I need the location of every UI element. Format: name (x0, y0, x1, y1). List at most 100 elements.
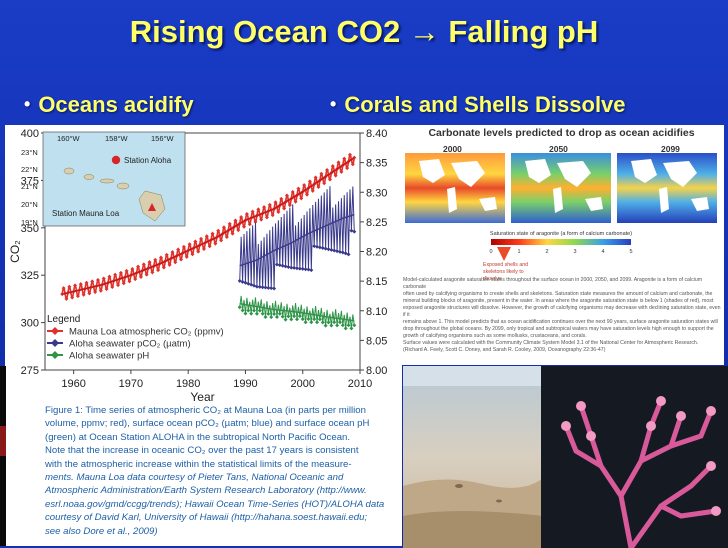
data-point (101, 276, 106, 281)
data-point (335, 323, 340, 328)
y2-tick-label: 8.05 (366, 335, 387, 347)
data-point (244, 211, 249, 216)
data-point (246, 308, 251, 313)
map-lat-label: 22°N (21, 165, 38, 174)
data-point (277, 263, 282, 268)
data-point (90, 279, 95, 284)
data-point (64, 296, 69, 301)
legend-label: Mauna Loa atmospheric CO₂ (ppmv) (69, 327, 224, 338)
data-point (130, 266, 135, 271)
y2-tick-label: 8.30 (366, 187, 387, 199)
y-tick-label: 350 (21, 223, 39, 235)
data-point (317, 317, 322, 322)
data-point (350, 162, 355, 167)
y2-tick-label: 8.35 (366, 158, 387, 170)
data-point (190, 252, 195, 257)
data-point (121, 281, 126, 286)
data-point (305, 192, 310, 197)
map-lon-label: 158°W (105, 134, 129, 143)
data-point (333, 173, 338, 178)
data-point (78, 282, 83, 287)
data-point (307, 179, 312, 184)
data-point (286, 314, 291, 319)
caption-line: (green) at Ocean Station ALOHA in the su… (45, 431, 351, 443)
series-2 (237, 295, 357, 331)
data-point (250, 209, 255, 214)
data-point (290, 190, 295, 195)
colorbar-tick: 4 (601, 249, 604, 255)
data-point (170, 250, 175, 255)
data-point (323, 323, 328, 328)
map-lat-label: 19°N (21, 218, 38, 227)
y-tick-label: 325 (21, 270, 39, 282)
map-year-label: 2099 (661, 144, 680, 154)
data-point (216, 228, 221, 233)
data-point (81, 292, 86, 297)
bullet-dot-icon: • (24, 94, 31, 114)
dissolved-shells-photo (403, 366, 543, 548)
data-point (213, 241, 218, 246)
station-aloha-label: Station Aloha (124, 156, 172, 165)
map-lat-label: 23°N (21, 148, 38, 157)
bullet-oceans-acidify: • Oceans acidify (24, 92, 194, 118)
data-point (326, 320, 331, 325)
data-point (257, 284, 262, 289)
data-point (207, 244, 212, 249)
data-point (156, 268, 161, 273)
data-point (306, 267, 311, 272)
y2-tick-label: 8.00 (366, 365, 387, 377)
x-tick-label: 1970 (119, 378, 143, 390)
legend-item-aloha-pco2: Aloha seawater pCO₂ (µatm) (47, 339, 191, 350)
station-mauna-loa-marker-icon (148, 203, 156, 211)
data-point (352, 229, 357, 234)
data-point (346, 323, 351, 328)
data-point (173, 260, 178, 265)
data-point (257, 308, 262, 313)
data-point (239, 215, 244, 220)
caption-line: esrl.noaa.gov/gmd/ccgg/trends); Hawaii O… (45, 498, 385, 510)
data-point (292, 314, 297, 319)
data-point (221, 225, 226, 230)
station-aloha-marker-icon (111, 155, 121, 165)
data-point (158, 255, 163, 260)
data-point (240, 308, 245, 313)
data-point (327, 177, 332, 182)
bullet-dot-icon: • (330, 94, 337, 114)
y2-tick-label: 8.10 (366, 306, 387, 318)
data-point (352, 323, 357, 328)
data-point (153, 257, 158, 262)
data-point (243, 311, 248, 316)
world-maps: Saturation state of aragonite (a form of… (405, 153, 717, 261)
data-point (300, 317, 305, 322)
data-point (306, 317, 311, 322)
data-point (336, 160, 341, 165)
caption-line: volume, ppmv; red), surface ocean pCO₂ (… (45, 418, 370, 430)
data-point (280, 314, 285, 319)
map-lat-label: 21°N (21, 182, 38, 191)
data-point (118, 270, 123, 275)
data-point (319, 171, 324, 176)
data-point (70, 295, 75, 300)
data-point (187, 242, 192, 247)
body-line: growth of calcifying organisms such as s… (403, 333, 587, 339)
data-point (264, 215, 269, 220)
data-point (179, 257, 184, 262)
data-point (295, 317, 299, 322)
data-point (315, 244, 320, 249)
body-line: (Richard A. Feely, Scott C. Doney, and S… (403, 347, 606, 353)
data-point (287, 203, 292, 208)
data-point (323, 246, 328, 251)
data-point (309, 320, 314, 325)
data-point (61, 286, 66, 291)
legend-label: Aloha seawater pH (69, 351, 149, 362)
map-year-label: 2050 (549, 144, 568, 154)
bullet-text: Corals and Shells Dissolve (344, 92, 626, 117)
data-point (337, 320, 342, 325)
data-point (138, 274, 143, 279)
data-point (297, 266, 302, 271)
data-point (329, 247, 334, 252)
series-0 (60, 152, 357, 301)
data-point (345, 166, 350, 171)
data-point (320, 246, 325, 251)
data-point (326, 247, 331, 252)
